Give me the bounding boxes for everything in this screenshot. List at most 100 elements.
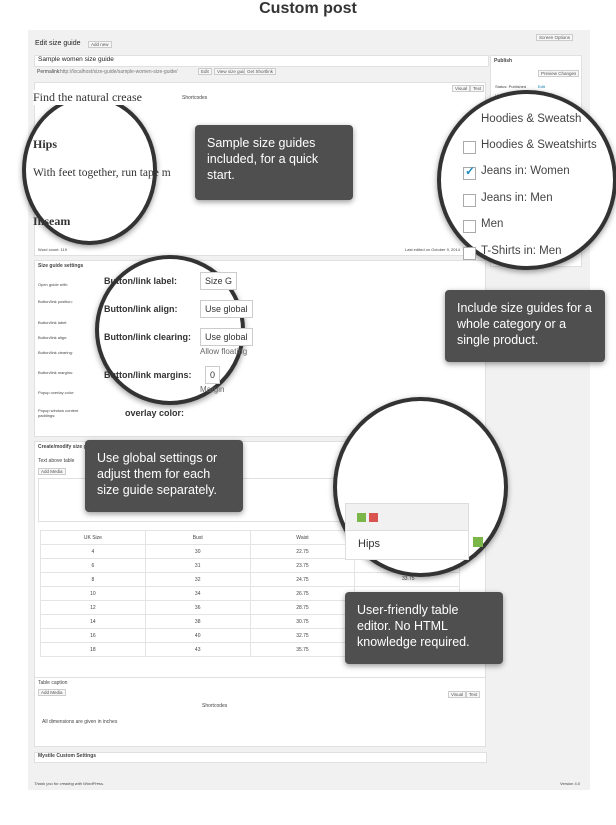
caption-label: Table caption (38, 680, 68, 686)
category[interactable]: Jeans in: Men (481, 191, 553, 204)
table-row: 8 32 24.75 (40, 572, 460, 587)
callout: Sample size guides included, for a quick… (195, 125, 353, 200)
permalink-btn[interactable]: Get Shortlink (244, 68, 277, 75)
version: Version 4.0 (560, 781, 581, 786)
callout: Include size guides for a whole category… (445, 290, 605, 362)
category[interactable]: Hoodies & Sweatsh (481, 113, 582, 125)
checkbox[interactable] (463, 193, 476, 207)
cell: 30.75 (249, 614, 356, 629)
checkbox[interactable] (463, 140, 476, 154)
cell: 38 (144, 614, 251, 629)
zoom-circle (437, 90, 616, 270)
zoom-header-cell (345, 530, 469, 560)
column-header: UK Size (40, 530, 146, 545)
word-count: Word count: 119 (38, 247, 67, 252)
checkbox[interactable] (463, 246, 476, 260)
cell: 18 (40, 642, 146, 657)
title: Custom post (259, 0, 357, 17)
cell: 28.75 (249, 600, 356, 615)
cell: 35.75 (249, 642, 356, 657)
callout: User-friendly table editor. No HTML know… (345, 592, 503, 664)
footer: Thank you for creating with WordPress. (34, 781, 105, 786)
edit-link[interactable]: Edit (538, 84, 545, 89)
cell: 31 (144, 558, 251, 573)
tab[interactable]: Visual (452, 85, 471, 92)
cell: 8 (40, 572, 146, 587)
shortcodes[interactable]: Shortcodes (202, 703, 228, 709)
shortcodes[interactable]: Shortcodes (182, 95, 208, 101)
zoom-circle (22, 95, 157, 245)
cell: 12 (40, 600, 146, 615)
category[interactable]: T-Shirts in: Men (481, 244, 562, 257)
add-new[interactable]: Add new (88, 41, 112, 48)
cell: 32.75 (249, 628, 356, 643)
settings-title: Size guide settings (38, 263, 84, 269)
text-above: Text above table (38, 458, 75, 464)
zoom-header: Hips (358, 538, 381, 550)
cell: 34 (144, 586, 251, 601)
cell: 14 (40, 614, 146, 629)
field-label: Button/link label: (38, 320, 68, 325)
tab[interactable]: Text (470, 85, 485, 92)
zoom-note: Margin (200, 385, 225, 394)
table-box-title: Create/modify size guide table (38, 444, 110, 450)
field-label: Button/link position: (38, 299, 73, 304)
field-label: Popup window content paddings: (38, 408, 79, 418)
add-media[interactable]: Add Media (38, 468, 66, 475)
column-header: Bust (144, 530, 251, 545)
screen-options[interactable]: Screen Options (536, 34, 574, 41)
last-edited: Last edited on October 9, 2014 (405, 247, 460, 252)
checkbox[interactable]: ✓ (463, 164, 476, 180)
zoom-label: Button/link clearing: (104, 332, 192, 342)
post-title[interactable]: Sample women size guide (34, 55, 489, 67)
permalink-url[interactable]: http://localhost/size-guide/sample-women… (60, 69, 178, 75)
cell: 10 (40, 586, 146, 601)
checkbox[interactable] (463, 220, 476, 233)
field-label: Open guide with: (38, 282, 69, 287)
zoom-heading: Hips (33, 137, 58, 151)
field-label: Button/link margins: (38, 370, 74, 375)
category[interactable]: Men (481, 218, 504, 230)
zoom-text: Find the natural crease (33, 90, 142, 105)
cell: 4 (40, 544, 146, 559)
cell: 16 (40, 628, 146, 643)
zoom-input[interactable]: Use global (200, 328, 253, 346)
zoom-heading: Inseam (33, 214, 71, 228)
column-header: Waist (249, 530, 356, 545)
checkmark: ✓ (465, 164, 476, 178)
preview-btn[interactable]: Preview Changes (538, 70, 580, 77)
add-media[interactable]: Add Media (38, 689, 66, 696)
zoom-label: Button/link label: (104, 276, 177, 286)
add-col[interactable] (357, 513, 366, 522)
cell: 24.75 (249, 572, 356, 587)
cell: 32 (144, 572, 251, 587)
cell: 6 (40, 558, 146, 573)
field-label: Button/link clearing: (38, 350, 73, 355)
custom-settings[interactable]: Mystile Custom Settings (34, 752, 487, 763)
callout: Use global settings or adjust them for e… (85, 440, 243, 512)
zoom-input[interactable]: 0 (205, 366, 221, 384)
add-row[interactable] (473, 537, 483, 547)
permalink-btn[interactable]: Edit (198, 68, 212, 75)
field-label: Popup overlay color: (38, 390, 75, 395)
zoom-note: Allow floating (200, 347, 248, 356)
cell: 26.75 (249, 586, 356, 601)
category[interactable]: Hoodies & Sweatshirts (481, 138, 597, 151)
page-title: Edit size guide (35, 40, 81, 47)
zoom-text: With feet together, run tape m (33, 167, 171, 179)
hips-cell: 33.75 (402, 576, 415, 582)
category[interactable]: Jeans in: Women (481, 165, 570, 177)
tab[interactable]: Text (466, 691, 481, 698)
zoom-label: Button/link align: (104, 304, 178, 314)
remove-col[interactable] (369, 513, 378, 522)
field-label: Button/link align: (38, 335, 68, 340)
zoom-label: Button/link margins: (104, 370, 192, 380)
cell: 40 (144, 628, 251, 643)
zoom-input[interactable]: Size G (200, 272, 238, 290)
caption-text: All dimensions are given in inches (42, 719, 118, 725)
zoom-input[interactable]: Use global (200, 300, 253, 318)
tab[interactable]: Visual (448, 691, 467, 698)
cell: 43 (144, 642, 251, 657)
cell: 30 (144, 544, 251, 559)
